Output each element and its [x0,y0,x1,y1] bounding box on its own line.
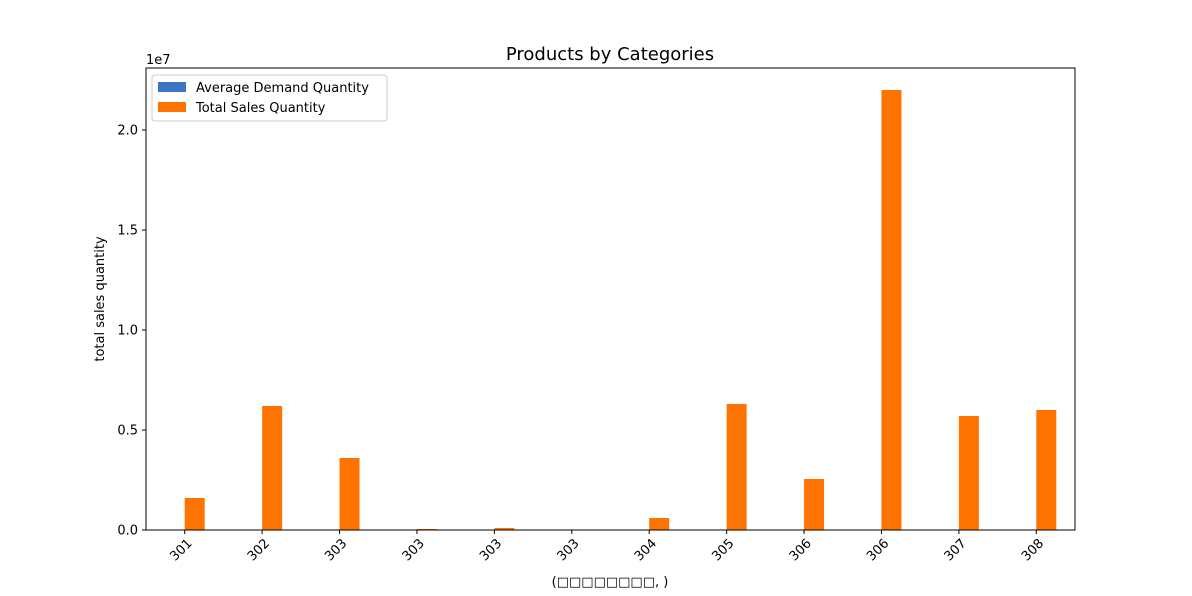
bar-total-sales [649,518,670,530]
plot-area: 0.0 0.5 1.0 1.5 2.0 301 302 303 303 303 303 304 305 3… [117,67,1076,564]
y-tick-label: 2.0 [117,124,138,139]
legend-label: Total Sales Quantity [195,101,326,116]
x-tick-label: 305 [709,536,737,564]
x-axis-label: (□□□□□□□□, ) [552,575,669,590]
bar-total-sales [726,404,747,530]
bar-total-sales [339,458,360,530]
bar-total-sales [1036,410,1057,530]
x-tick-label: 303 [554,536,582,564]
legend-swatch [158,82,186,92]
x-tick-label: 308 [1019,536,1047,564]
y-tick-label: 0.5 [117,424,138,439]
y-tick-label: 1.5 [117,224,138,239]
x-tick-label: 306 [787,536,815,564]
bar-total-sales [881,90,902,530]
x-tick-label: 304 [632,536,660,564]
legend-swatch [158,102,186,112]
bar-total-sales [262,406,283,530]
legend: Average Demand Quantity Total Sales Quant… [151,74,388,122]
x-tick-label: 303 [400,536,428,564]
x-tick-label: 306 [864,536,892,564]
bar-total-sales [494,528,515,530]
y-offset-label: 1e7 [146,53,171,68]
bar-total-sales [804,479,825,530]
x-tick-label: 301 [167,536,195,564]
y-tick-label: 0.0 [117,524,138,539]
bar-total-sales [184,498,205,530]
x-tick-label: 302 [245,536,273,564]
legend-box [151,74,388,122]
chart-title: Products by Categories [506,44,714,65]
x-tick-label: 303 [477,536,505,564]
x-tick-label: 307 [942,536,970,564]
y-axis-label: total sales quantity [93,236,108,362]
legend-label: Average Demand Quantity [196,81,369,96]
x-tick-label: 303 [322,536,350,564]
plot-frame [145,67,1076,531]
bar-total-sales [958,416,979,530]
y-tick-label: 1.0 [117,324,138,339]
